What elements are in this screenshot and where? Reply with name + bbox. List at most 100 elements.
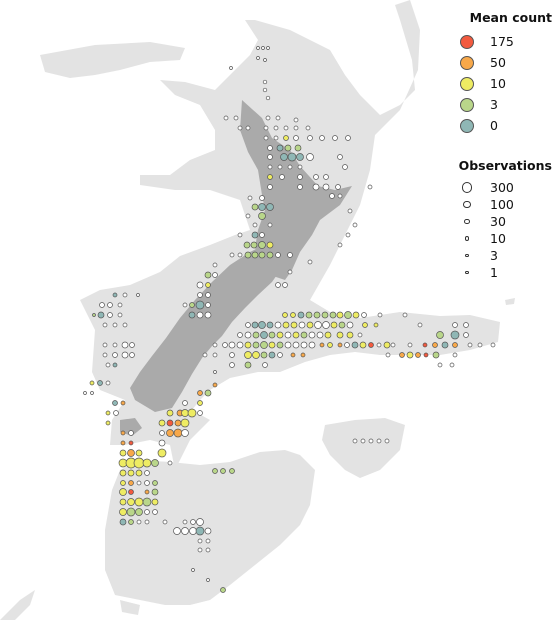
survey-symbol [263, 58, 267, 62]
survey-symbol [359, 341, 367, 349]
survey-symbol [422, 342, 428, 348]
survey-symbol [128, 480, 134, 486]
survey-symbol [236, 341, 244, 349]
survey-symbol [237, 232, 243, 238]
nz-landmass [120, 100, 352, 436]
legend-color-swatch [460, 76, 474, 91]
survey-symbol [107, 302, 113, 308]
survey-symbol [228, 341, 236, 349]
survey-symbol [102, 322, 108, 328]
survey-symbol [197, 410, 203, 416]
survey-symbol [399, 352, 405, 358]
survey-symbol [204, 527, 212, 535]
survey-symbol [463, 332, 469, 338]
survey-symbol [273, 125, 279, 131]
survey-symbol [122, 292, 128, 298]
survey-symbol [266, 46, 270, 50]
survey-symbol [307, 259, 313, 265]
survey-symbol [266, 203, 274, 211]
survey-symbol [127, 449, 135, 457]
survey-symbol [436, 331, 444, 339]
legend-size-label: 1 [490, 265, 498, 280]
survey-symbol [245, 213, 251, 219]
survey-symbol [383, 341, 391, 349]
survey-symbol [89, 380, 95, 386]
survey-symbol [202, 352, 208, 358]
survey-symbol [376, 438, 382, 444]
survey-symbol [102, 352, 108, 358]
survey-symbol [213, 370, 217, 374]
survey-symbol [182, 519, 188, 525]
survey-symbol [127, 469, 135, 477]
survey-symbol [300, 341, 308, 349]
survey-symbol [417, 322, 423, 328]
survey-symbol [212, 468, 218, 474]
survey-symbol [284, 144, 292, 152]
survey-symbol [112, 292, 118, 298]
survey-symbol [267, 154, 273, 160]
survey-symbol [142, 497, 152, 507]
legend-color-item: 10 [452, 73, 552, 94]
survey-symbol [142, 458, 152, 468]
survey-symbol [268, 331, 276, 339]
survey-symbol [157, 448, 167, 458]
survey-symbol [229, 352, 235, 358]
survey-symbol [319, 342, 325, 348]
survey-symbol [180, 418, 190, 428]
survey-symbol [260, 341, 268, 349]
survey-symbol [292, 341, 300, 349]
survey-symbol [244, 351, 252, 359]
survey-symbol [112, 352, 118, 358]
survey-symbol [212, 262, 218, 268]
survey-symbol [247, 195, 253, 201]
survey-symbol [129, 352, 135, 358]
survey-symbol [319, 135, 325, 141]
survey-symbol [437, 362, 443, 368]
survey-symbol [263, 125, 269, 131]
survey-symbol [336, 331, 344, 339]
survey-symbol [449, 362, 455, 368]
survey-symbol [197, 400, 203, 406]
survey-symbol [136, 519, 142, 525]
survey-symbol [158, 419, 166, 427]
survey-symbol [151, 498, 159, 506]
survey-symbol [251, 321, 259, 329]
survey-symbol [112, 322, 118, 328]
survey-symbol [135, 469, 143, 477]
survey-symbol [195, 300, 205, 310]
survey-symbol [128, 440, 134, 446]
survey-symbol [329, 193, 335, 199]
survey-symbol [298, 321, 306, 329]
survey-symbol [196, 281, 204, 289]
survey-symbol [321, 311, 329, 319]
survey-symbol [120, 430, 126, 436]
survey-symbol [105, 420, 111, 426]
survey-symbol [136, 480, 142, 486]
survey-symbol [252, 341, 260, 349]
survey-symbol [259, 195, 265, 201]
survey-symbol [97, 311, 105, 319]
survey-symbol [267, 164, 273, 170]
survey-symbol [322, 183, 330, 191]
survey-symbol [357, 332, 363, 338]
survey-symbol [361, 312, 367, 318]
survey-symbol [452, 342, 458, 348]
survey-symbol [297, 311, 305, 319]
survey-symbol [279, 174, 285, 180]
survey-symbol [151, 459, 159, 467]
survey-symbol [277, 352, 283, 358]
survey-symbol [490, 342, 496, 348]
survey-symbol [300, 331, 308, 339]
survey-symbol [229, 66, 233, 70]
survey-symbol [243, 241, 251, 249]
survey-symbol [120, 440, 126, 446]
survey-symbol [99, 302, 105, 308]
legend-size-item: 1 [452, 264, 552, 281]
survey-symbol [296, 153, 304, 161]
survey-symbol [212, 272, 218, 278]
survey-symbol [233, 115, 239, 121]
survey-symbol [134, 497, 144, 507]
survey-symbol [205, 538, 211, 544]
survey-symbol [258, 321, 266, 329]
survey-symbol [313, 174, 319, 180]
